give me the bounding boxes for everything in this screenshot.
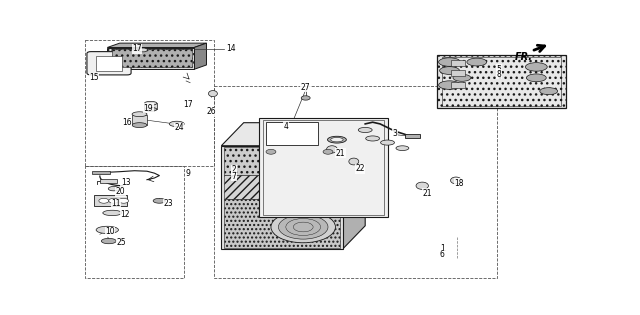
Text: 27: 27	[301, 83, 310, 92]
Polygon shape	[108, 48, 194, 69]
Ellipse shape	[101, 238, 116, 244]
FancyBboxPatch shape	[87, 52, 131, 75]
Circle shape	[266, 149, 276, 154]
Text: 17: 17	[183, 100, 193, 109]
Text: 8: 8	[497, 70, 502, 79]
Text: 1: 1	[440, 244, 444, 253]
Ellipse shape	[301, 96, 310, 100]
Text: 5: 5	[497, 65, 502, 74]
Text: 6: 6	[440, 250, 445, 259]
Polygon shape	[100, 179, 117, 183]
Text: 17: 17	[132, 44, 142, 53]
Polygon shape	[437, 55, 566, 108]
Polygon shape	[266, 122, 318, 145]
Ellipse shape	[540, 88, 557, 94]
Polygon shape	[145, 103, 157, 109]
Polygon shape	[94, 195, 127, 206]
Polygon shape	[112, 49, 191, 67]
Ellipse shape	[526, 74, 546, 82]
Circle shape	[99, 198, 109, 203]
Text: 19: 19	[143, 104, 153, 113]
Ellipse shape	[440, 67, 460, 74]
Text: 3: 3	[392, 129, 397, 138]
Text: 7: 7	[231, 172, 236, 180]
Text: 16: 16	[122, 118, 132, 127]
Circle shape	[118, 198, 129, 203]
Ellipse shape	[145, 101, 157, 105]
Polygon shape	[96, 56, 122, 71]
Polygon shape	[108, 43, 207, 48]
Polygon shape	[194, 43, 207, 69]
Circle shape	[323, 149, 333, 154]
Ellipse shape	[438, 58, 460, 66]
Text: 11: 11	[111, 199, 120, 209]
Ellipse shape	[349, 158, 359, 165]
Polygon shape	[224, 175, 340, 199]
Text: 15: 15	[89, 73, 99, 82]
Polygon shape	[92, 171, 110, 174]
Text: 24: 24	[174, 123, 184, 132]
Text: 21: 21	[335, 148, 345, 158]
Polygon shape	[451, 60, 465, 66]
Ellipse shape	[438, 81, 460, 89]
Ellipse shape	[331, 137, 343, 142]
Ellipse shape	[326, 146, 337, 153]
Ellipse shape	[381, 140, 394, 145]
Polygon shape	[343, 123, 365, 249]
Text: FR.: FR.	[515, 52, 533, 62]
Ellipse shape	[132, 112, 147, 117]
Ellipse shape	[103, 210, 122, 215]
Text: 26: 26	[207, 107, 216, 116]
Ellipse shape	[153, 198, 166, 203]
Text: 22: 22	[355, 164, 365, 173]
Ellipse shape	[169, 121, 184, 127]
Text: 14: 14	[227, 44, 236, 53]
Polygon shape	[221, 123, 365, 146]
Text: 2: 2	[232, 165, 236, 175]
Text: 21: 21	[422, 189, 432, 198]
Text: 18: 18	[454, 179, 464, 188]
Ellipse shape	[145, 107, 157, 111]
Polygon shape	[224, 147, 340, 175]
Polygon shape	[451, 70, 465, 76]
Text: 25: 25	[116, 238, 126, 247]
Circle shape	[109, 198, 118, 203]
Text: 9: 9	[186, 169, 191, 178]
Ellipse shape	[467, 58, 487, 66]
Polygon shape	[259, 118, 388, 217]
Ellipse shape	[209, 90, 218, 97]
Ellipse shape	[328, 136, 346, 143]
Text: 10: 10	[105, 227, 115, 236]
Ellipse shape	[396, 146, 409, 151]
Text: 23: 23	[163, 199, 173, 209]
Ellipse shape	[525, 63, 547, 71]
Polygon shape	[405, 134, 420, 139]
Ellipse shape	[416, 182, 428, 189]
Polygon shape	[221, 146, 343, 249]
Text: 4: 4	[284, 122, 288, 131]
Text: 13: 13	[121, 178, 131, 186]
Ellipse shape	[358, 128, 372, 133]
Polygon shape	[132, 115, 147, 125]
Ellipse shape	[96, 226, 118, 233]
Ellipse shape	[451, 177, 461, 184]
Text: 20: 20	[116, 187, 125, 196]
Polygon shape	[224, 199, 340, 248]
Ellipse shape	[453, 74, 471, 81]
Ellipse shape	[132, 123, 147, 128]
Circle shape	[271, 211, 335, 243]
Ellipse shape	[365, 136, 380, 141]
Text: 12: 12	[120, 210, 129, 219]
Circle shape	[278, 215, 328, 239]
Ellipse shape	[138, 48, 147, 52]
Ellipse shape	[108, 186, 119, 191]
Polygon shape	[451, 82, 465, 88]
